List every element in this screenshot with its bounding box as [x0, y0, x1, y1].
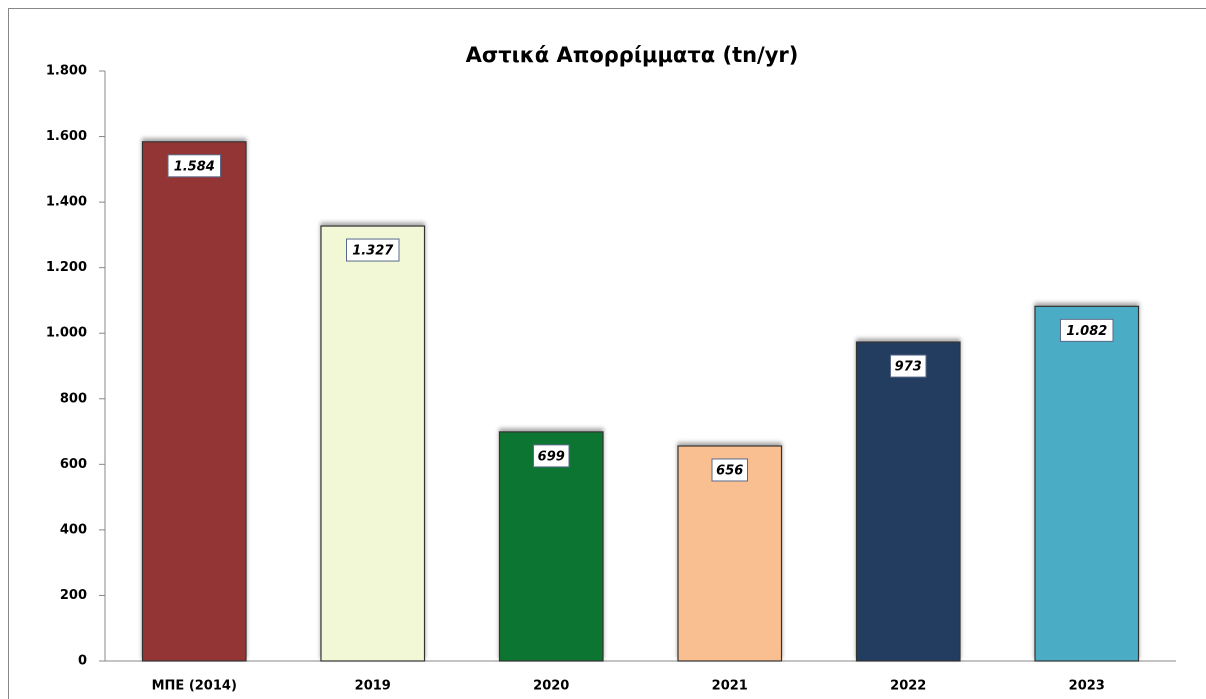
- bar: [677, 445, 783, 662]
- value-label: 1.082: [1066, 324, 1107, 339]
- value-label-box: [711, 458, 748, 482]
- bar: [498, 431, 604, 662]
- value-label-box: [890, 354, 927, 378]
- value-label: 1.584: [174, 159, 215, 174]
- x-tick-label: 2020: [533, 679, 569, 694]
- x-tick-label: 2022: [890, 679, 926, 694]
- y-tick-label: 1.800: [46, 64, 87, 79]
- chart-frame: [8, 8, 1206, 699]
- y-tick-label: 200: [60, 588, 87, 603]
- value-label: 656: [716, 463, 743, 478]
- bar: [1034, 305, 1140, 662]
- x-tick-label: 2021: [712, 679, 748, 694]
- x-tick-label: 2019: [355, 679, 391, 694]
- value-label-box: [167, 154, 221, 178]
- y-tick-label: 0: [78, 654, 87, 669]
- y-tick-label: 1.600: [46, 129, 87, 144]
- value-label: 699: [538, 449, 565, 464]
- y-tick-label: 800: [60, 391, 87, 406]
- y-tick-label: 600: [60, 457, 87, 472]
- y-tick-label: 1.400: [46, 195, 87, 210]
- value-label-box: [1060, 318, 1114, 342]
- x-tick-label: 2023: [1069, 679, 1105, 694]
- value-label-box: [346, 238, 400, 262]
- x-tick-label: ΜΠΕ (2014): [152, 679, 237, 694]
- bar: [855, 341, 961, 662]
- y-tick-label: 1.200: [46, 260, 87, 275]
- bar: [141, 141, 247, 662]
- y-tick-label: 1.000: [46, 326, 87, 341]
- chart-title: Αστικά Απορρίμματα (tn/yr): [466, 43, 799, 67]
- bar: [320, 225, 426, 662]
- value-label: 1.327: [352, 244, 394, 259]
- value-label: 973: [895, 360, 922, 375]
- y-tick-label: 400: [60, 522, 87, 537]
- value-label-box: [533, 444, 570, 468]
